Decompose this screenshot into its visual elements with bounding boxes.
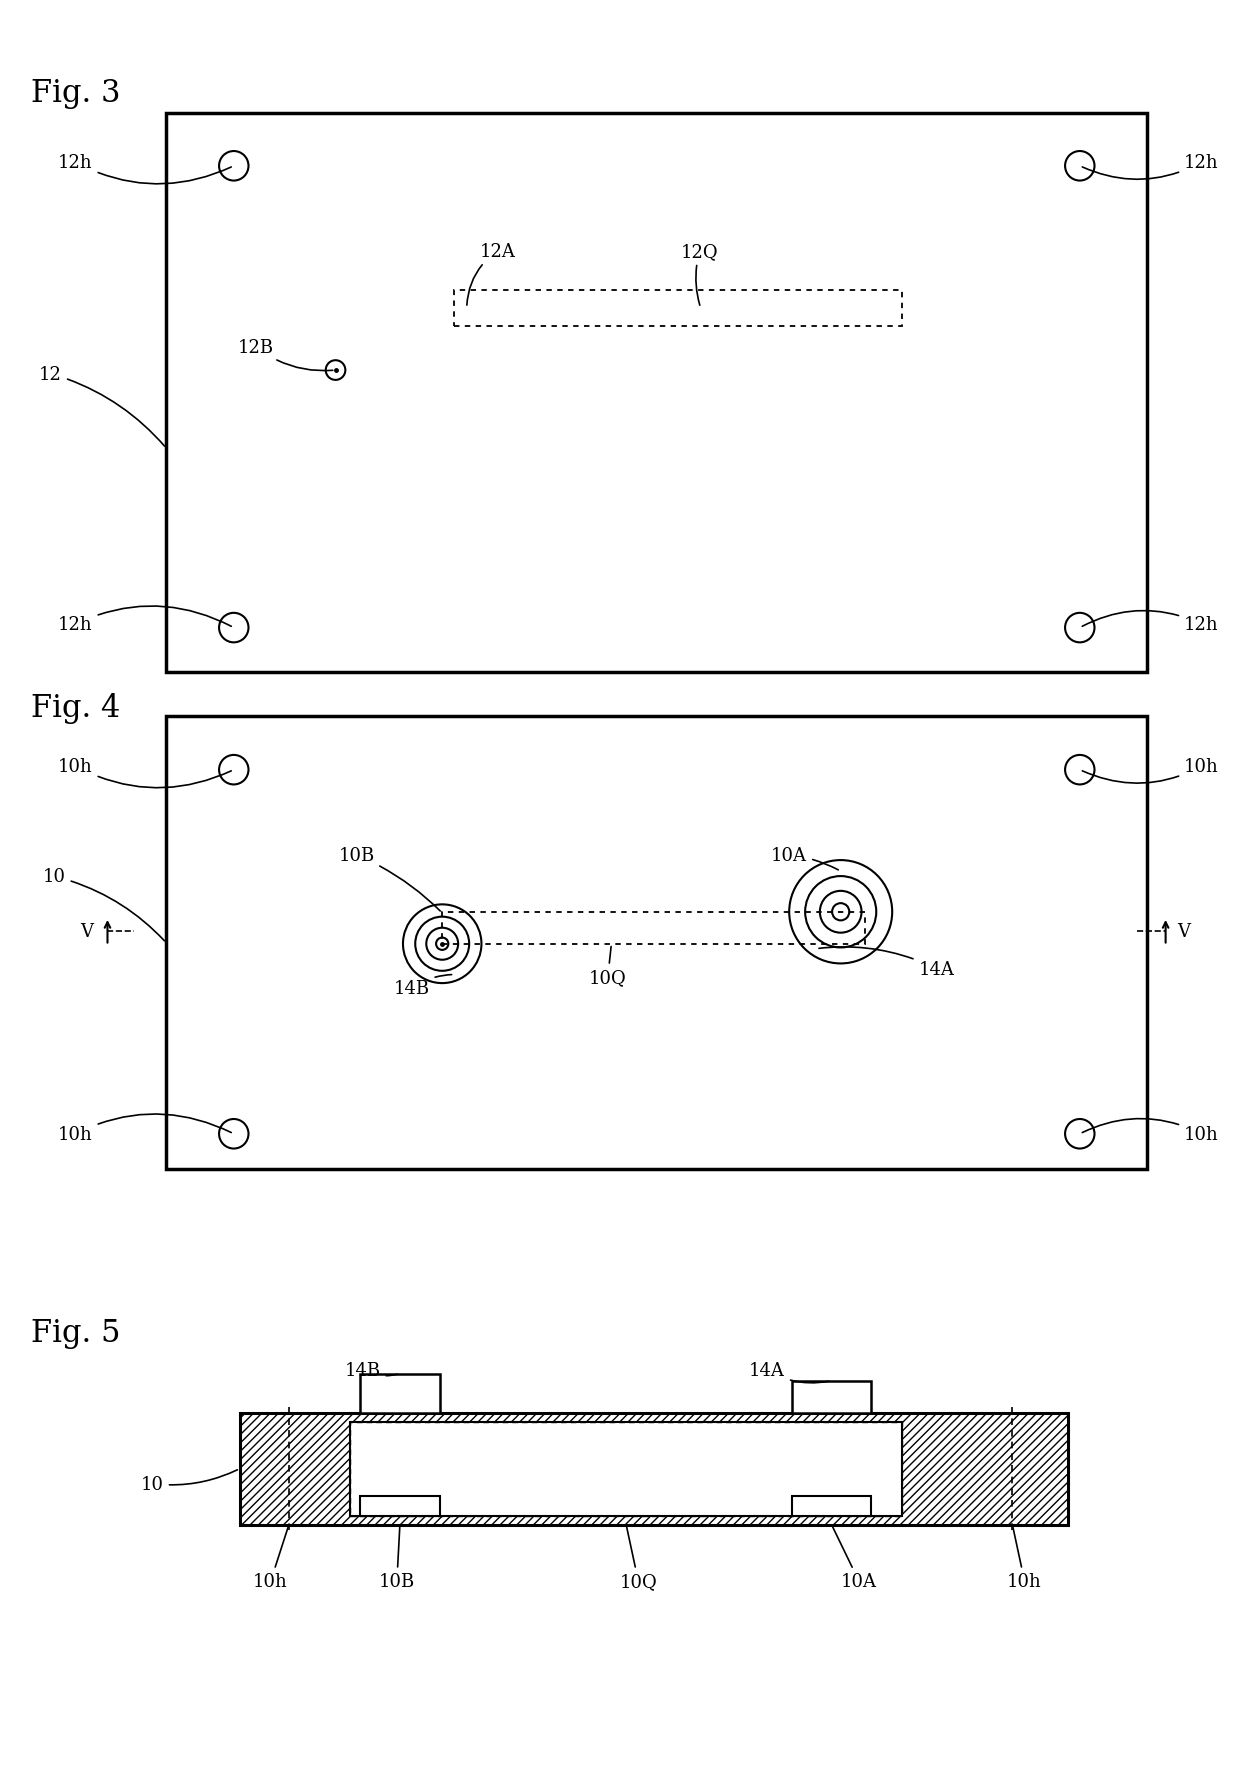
Text: 14A: 14A (749, 1361, 828, 1383)
Text: V: V (81, 923, 93, 941)
Bar (791, 1496, 872, 1515)
Bar (350, 1422, 901, 1515)
Text: 12: 12 (40, 365, 165, 447)
Text: 12A: 12A (467, 243, 516, 306)
Bar (239, 1413, 1068, 1524)
Text: 10B: 10B (339, 846, 440, 911)
Bar (443, 912, 866, 945)
Text: 10Q: 10Q (589, 946, 626, 988)
Text: 14B: 14B (393, 975, 451, 998)
Bar (360, 1374, 440, 1413)
Text: Fig. 4: Fig. 4 (31, 692, 120, 723)
Text: 12h: 12h (1083, 612, 1219, 633)
Text: Fig. 5: Fig. 5 (31, 1317, 122, 1347)
Text: 10h: 10h (1083, 759, 1219, 784)
Bar (455, 292, 901, 326)
Text: 10h: 10h (58, 1115, 232, 1143)
Bar (791, 1381, 872, 1413)
Text: 10A: 10A (771, 846, 838, 871)
Text: 12h: 12h (58, 154, 231, 184)
Bar (350, 1422, 901, 1515)
Text: 10: 10 (43, 868, 165, 941)
Text: 14A: 14A (818, 948, 955, 979)
Text: 12B: 12B (238, 338, 332, 372)
Bar (166, 717, 1147, 1170)
Text: 10h: 10h (1083, 1118, 1219, 1143)
Text: V: V (1178, 923, 1190, 941)
Text: 12Q: 12Q (681, 243, 718, 306)
Text: 10h: 10h (253, 1528, 288, 1590)
Text: 10h: 10h (1007, 1528, 1042, 1590)
Bar (360, 1496, 440, 1515)
Text: 10h: 10h (58, 759, 231, 789)
Text: 14B: 14B (345, 1361, 397, 1379)
Text: Fig. 3: Fig. 3 (31, 79, 122, 109)
Bar (166, 113, 1147, 673)
Text: 10B: 10B (378, 1528, 415, 1590)
Text: 10: 10 (141, 1471, 237, 1492)
Text: 12h: 12h (1083, 154, 1219, 181)
Text: 12h: 12h (58, 606, 232, 633)
Text: 10A: 10A (833, 1528, 877, 1590)
Text: 10Q: 10Q (620, 1528, 657, 1590)
